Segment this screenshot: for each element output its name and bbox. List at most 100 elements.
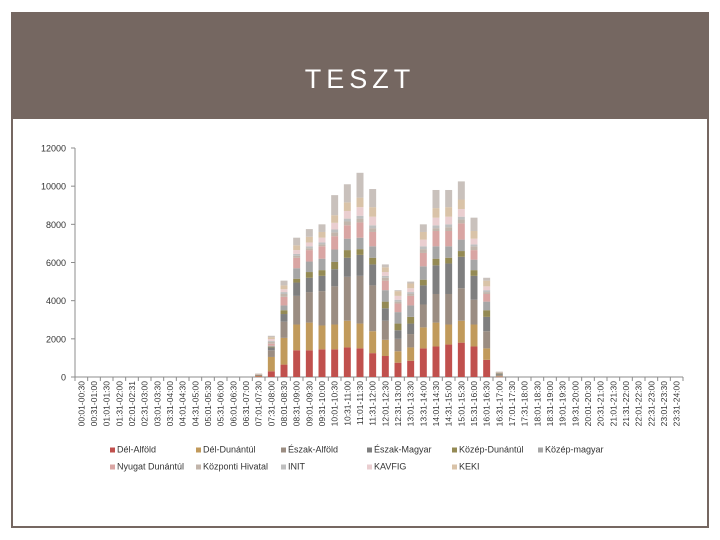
bar-segment <box>293 295 301 325</box>
bar-segment <box>457 342 465 377</box>
bar-segment <box>381 272 389 276</box>
x-tick-label: 08:31-09:00 <box>292 381 302 427</box>
bar-segment <box>457 219 465 224</box>
x-tick-label: 16:01-16:30 <box>482 381 492 427</box>
bar-segment <box>483 301 491 311</box>
x-tick-label: 00:01-00:30 <box>76 381 86 427</box>
x-tick-label: 22:01-22:30 <box>634 381 644 427</box>
x-tick-label: 02:31-03:00 <box>140 381 150 427</box>
bar-segment <box>280 321 288 338</box>
bar-segment <box>419 348 427 377</box>
legend-label: Észak-Magyar <box>374 445 432 455</box>
bar-segment <box>305 272 313 278</box>
bar-segment <box>356 249 364 255</box>
bar-segment <box>457 239 465 252</box>
x-tick-label: 22:31-23:00 <box>646 381 656 427</box>
bar-segment <box>470 299 478 325</box>
legend-swatch <box>110 464 115 470</box>
bar-segment <box>369 228 377 232</box>
bar-segment <box>280 337 288 365</box>
bar-segment <box>255 373 263 375</box>
x-tick-label: 18:31-19:00 <box>545 381 555 427</box>
legend-swatch <box>367 447 372 453</box>
bar-segment <box>483 290 491 293</box>
bar-segment <box>267 337 275 340</box>
bar-segment <box>470 275 478 300</box>
x-tick-label: 10:31-11:00 <box>342 381 352 426</box>
x-tick-label: 18:01-18:30 <box>532 381 542 427</box>
bar-segment <box>356 237 364 250</box>
bar-segment <box>293 282 301 296</box>
bar-segment <box>267 350 275 357</box>
legend-swatch <box>452 464 457 470</box>
bar-segment <box>356 323 364 349</box>
legend-swatch <box>367 464 372 470</box>
bar-segment <box>432 225 440 229</box>
x-tick-label: 12:31-13:00 <box>393 381 403 427</box>
bar-segment <box>267 335 275 338</box>
bar-segment <box>394 323 402 331</box>
x-tick-label: 04:31-05:00 <box>190 381 200 427</box>
bar-segment <box>381 320 389 340</box>
frame-bottom <box>11 526 709 528</box>
bar-segment <box>432 217 440 226</box>
bar-segment <box>280 296 288 306</box>
bar-segment <box>331 236 339 250</box>
bar-segment <box>407 295 415 306</box>
bar-segment <box>343 347 351 377</box>
title-band: TESZT <box>11 12 709 119</box>
x-tick-label: 11:31-12:00 <box>368 381 378 426</box>
legend-swatch <box>196 447 201 453</box>
bar-segment <box>331 195 339 216</box>
bar-segment <box>407 283 415 289</box>
bar-segment <box>470 246 478 251</box>
bar-segment <box>445 227 453 232</box>
bar-segment <box>445 207 453 217</box>
x-tick-label: 05:01-05:30 <box>203 381 213 427</box>
bar-segment <box>495 372 503 374</box>
bar-segment <box>394 351 402 363</box>
x-tick-label: 00:31-01:00 <box>89 381 99 427</box>
y-tick-label: 2000 <box>46 334 66 344</box>
bar-segment <box>331 222 339 230</box>
bar-segment <box>280 293 288 297</box>
bar-segment <box>305 236 313 243</box>
bar-segment <box>318 275 326 292</box>
bar-segment <box>394 299 402 302</box>
legend-label: Dél-Dunántúl <box>203 445 256 455</box>
bar-segment <box>343 250 351 258</box>
bar-segment <box>394 338 402 352</box>
x-tick-label: 10:01-10:30 <box>330 381 340 427</box>
bar-segment <box>318 325 326 350</box>
bar-segment <box>255 376 263 377</box>
legend-label: Nyugat Dunántúl <box>117 462 184 472</box>
x-tick-label: 19:31-20:00 <box>570 381 580 427</box>
bar-segment <box>356 207 364 216</box>
bar-segment <box>343 257 351 277</box>
bar-segment <box>356 222 364 238</box>
bar-segment <box>293 255 301 258</box>
x-tick-label: 01:01-01:30 <box>102 381 112 427</box>
bar-segment <box>419 266 427 280</box>
bar-segment <box>305 292 313 323</box>
bar-segment <box>343 218 351 222</box>
bar-segment <box>318 246 326 259</box>
bar-segment <box>445 263 453 294</box>
bar-segment <box>356 254 364 276</box>
bar-segment <box>407 305 415 317</box>
bar-segment <box>280 305 288 311</box>
bar-segment <box>394 362 402 377</box>
legend-swatch <box>281 447 286 453</box>
bar-segment <box>407 334 415 348</box>
bar-segment <box>356 172 364 198</box>
bar-segment <box>318 224 326 232</box>
bar-segment <box>381 301 389 309</box>
x-tick-label: 07:31-08:00 <box>266 381 276 427</box>
x-tick-label: 19:01-19:30 <box>558 381 568 427</box>
bar-segment <box>343 276 351 321</box>
legend-swatch <box>110 447 115 453</box>
bar-segment <box>305 246 313 249</box>
bar-segment <box>369 331 377 354</box>
legend-label: INIT <box>288 462 306 472</box>
